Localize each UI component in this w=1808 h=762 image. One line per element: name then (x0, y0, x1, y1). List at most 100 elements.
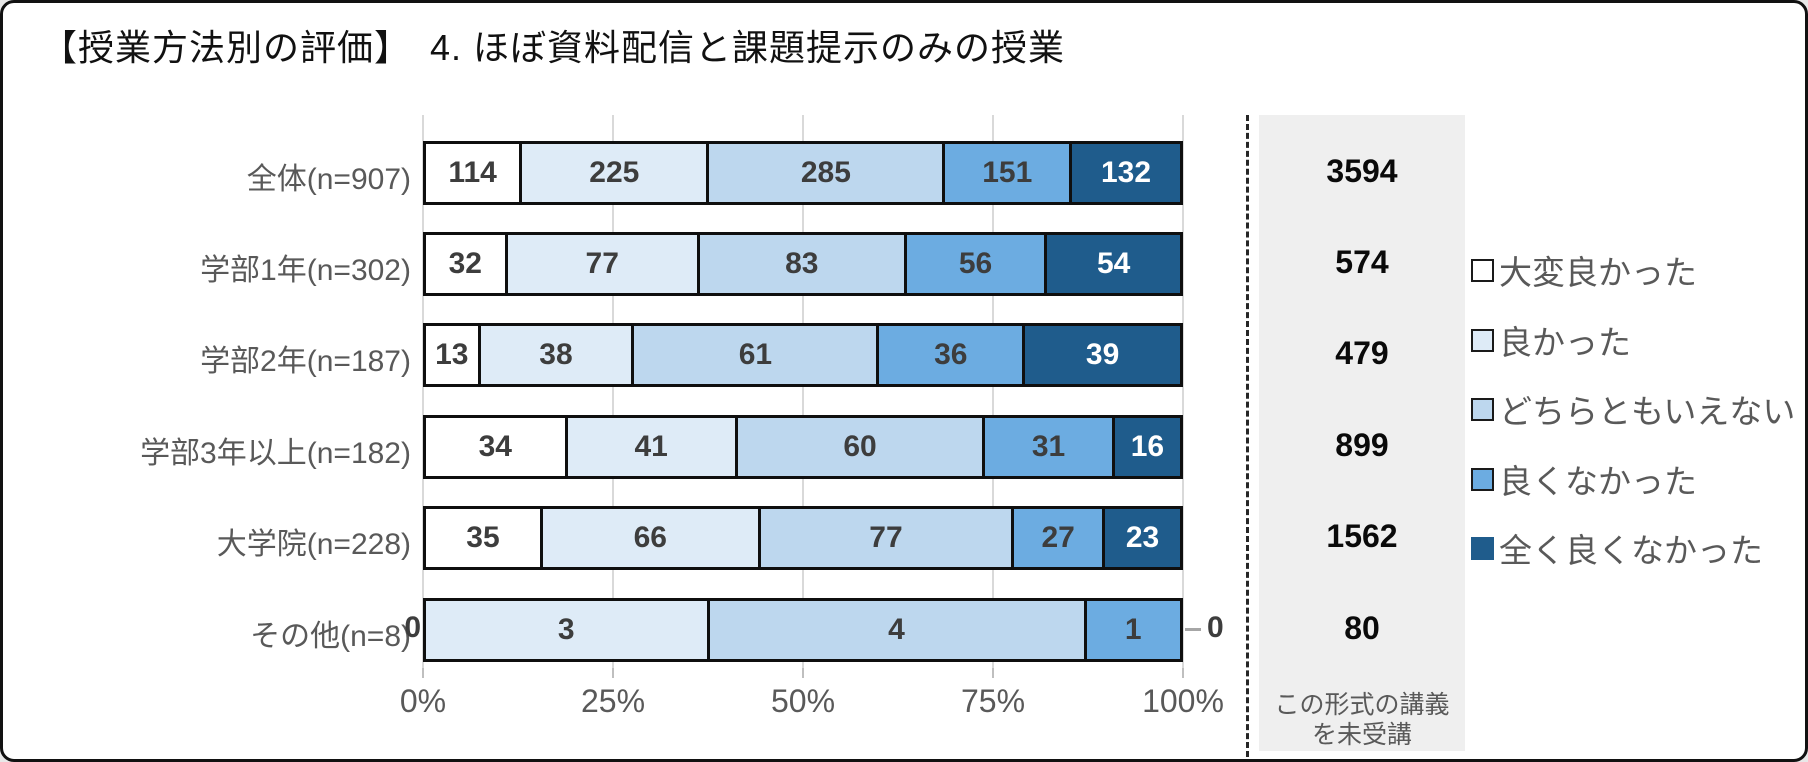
bar-segment-value: 34 (478, 430, 512, 463)
legend-swatch (1471, 328, 1494, 352)
chart-title: 【授業方法別の評価】 4. ほぼ資料配信と課題提示のみの授業 (41, 27, 1066, 68)
gridline (1182, 115, 1184, 668)
x-axis-tick-label: 50% (770, 683, 836, 719)
bar-segment: 32 (423, 232, 508, 296)
bar-segment-value: 77 (869, 521, 903, 554)
bar-segment: 27 (1011, 506, 1106, 570)
zero-value-label: 0 (1207, 611, 1224, 644)
bar-segment-value: 13 (435, 338, 469, 371)
bar-segment-value: 114 (448, 156, 497, 189)
not-attended-value: 1562 (1326, 518, 1398, 554)
axis-tick (612, 668, 614, 678)
bar-row: 32 77 83 56 54 (423, 232, 1183, 296)
bar-segment: 151 (942, 141, 1073, 205)
bar-segment-value: 54 (1096, 247, 1131, 280)
category-label: 学部3年以上(n=182) (140, 437, 411, 470)
bar-segment-value: 23 (1125, 521, 1160, 554)
bar-segment-value: 1 (1124, 613, 1142, 646)
bar-segment-value: 77 (585, 247, 619, 280)
bar-row: 114 225 285 151 132 (423, 141, 1183, 205)
category-label: 全体(n=907) (246, 163, 411, 196)
gridline (992, 115, 994, 668)
bar-segment-value: 41 (634, 430, 668, 463)
zero-leader-line (1185, 628, 1201, 631)
bar-segment-value: 31 (1031, 430, 1066, 463)
bar-segment: 16 (1111, 415, 1183, 479)
bar-segment: 34 (423, 415, 568, 479)
bar-segment: 31 (982, 415, 1115, 479)
bar-segment-value: 39 (1085, 338, 1120, 371)
bar-segment: 114 (423, 141, 523, 205)
bar-row: 13 38 61 36 39 (423, 323, 1183, 387)
legend-item: 良くなかった (1471, 455, 1697, 503)
bar-segment-value: 27 (1041, 521, 1075, 554)
gridline (802, 115, 804, 668)
gridline (612, 115, 614, 668)
bar-segment: 77 (757, 506, 1015, 570)
category-label: 大学院(n=228) (216, 528, 411, 561)
legend-item: 良かった (1471, 316, 1631, 364)
not-attended-caption: この形式の講義 を未受講 (1274, 691, 1450, 749)
bar-segment: 3 (423, 598, 710, 662)
legend-item: 大変良かった (1471, 246, 1697, 294)
axis-tick (422, 668, 424, 678)
bar-row: 34 41 60 31 16 (423, 415, 1183, 479)
x-axis-tick-label: 0% (399, 683, 447, 719)
not-attended-value: 3594 (1326, 153, 1398, 189)
bar-segment: 36 (876, 323, 1026, 387)
legend-swatch (1471, 397, 1494, 421)
bar-segment: 83 (696, 232, 907, 296)
bar-segment: 23 (1102, 506, 1183, 570)
not-attended-value: 574 (1335, 244, 1389, 280)
axis-tick (992, 668, 994, 678)
bar-row: 35 66 77 27 23 (423, 506, 1183, 570)
bar-segment-value: 66 (633, 521, 667, 554)
bar-segment: 285 (706, 141, 946, 205)
bar-row: 3 4 1 (423, 598, 1183, 662)
bar-segment-value: 38 (539, 338, 573, 371)
not-attended-panel (1259, 115, 1465, 751)
legend-label: 良くなかった (1499, 463, 1697, 500)
bar-segment: 60 (734, 415, 986, 479)
legend-item: どちらともいえない (1471, 385, 1795, 433)
x-axis-tick-label: 75% (960, 683, 1026, 719)
not-attended-value: 899 (1335, 427, 1389, 463)
bar-segment-value: 285 (800, 156, 851, 189)
legend-label: どちらともいえない (1499, 393, 1796, 430)
bar-segment-value: 4 (888, 613, 905, 646)
bar-segment: 61 (631, 323, 880, 387)
bar-segment: 1 (1083, 598, 1183, 662)
not-attended-value: 479 (1335, 335, 1389, 371)
legend-swatch (1471, 536, 1494, 560)
legend-swatch (1471, 467, 1494, 491)
bar-segment: 41 (564, 415, 738, 479)
category-label: その他(n=8) (250, 620, 411, 653)
bar-segment: 66 (539, 506, 761, 570)
legend-swatch (1471, 258, 1494, 282)
bar-segment-value: 151 (982, 156, 1033, 189)
bar-segment-value: 61 (738, 338, 773, 371)
bar-segment-value: 225 (589, 156, 640, 189)
bar-segment: 225 (519, 141, 710, 205)
bar-segment: 77 (504, 232, 700, 296)
x-axis-tick-label: 100% (1142, 683, 1224, 719)
bar-segment-value: 132 (1100, 156, 1152, 189)
bar-segment-value: 32 (448, 247, 482, 280)
gridline (422, 115, 424, 668)
bar-segment-value: 36 (934, 338, 968, 371)
not-attended-value: 80 (1344, 610, 1380, 646)
bar-segment: 54 (1044, 232, 1183, 296)
bar-segment: 39 (1022, 323, 1183, 387)
legend-label: 大変良かった (1499, 254, 1697, 291)
zero-value-label: 0 (404, 611, 421, 644)
x-axis-tick-label: 25% (580, 683, 646, 719)
bar-segment-value: 3 (557, 613, 575, 646)
legend-label: 良かった (1499, 324, 1631, 361)
legend-label: 全く良くなかった (1499, 532, 1763, 569)
bar-segment: 13 (423, 323, 481, 387)
category-label: 学部2年(n=187) (200, 345, 411, 378)
axis-tick (802, 668, 804, 678)
legend-item: 全く良くなかった (1471, 524, 1763, 572)
bar-segment: 35 (423, 506, 543, 570)
axis-tick (1182, 668, 1184, 678)
